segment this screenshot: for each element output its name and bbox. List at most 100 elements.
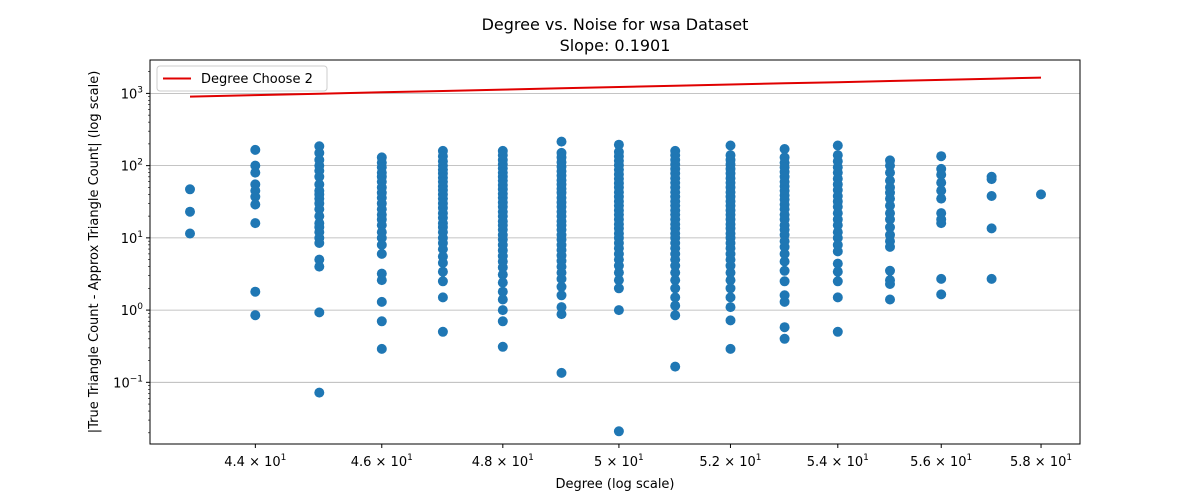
data-point bbox=[250, 167, 261, 178]
data-point bbox=[885, 160, 895, 171]
data-point bbox=[613, 267, 624, 278]
data-point bbox=[986, 273, 997, 284]
x-tick-label-7: 5.8 × 101 bbox=[1010, 453, 1072, 470]
data-point bbox=[437, 266, 448, 277]
data-point bbox=[670, 283, 681, 294]
data-point bbox=[376, 232, 387, 243]
data-point bbox=[779, 256, 790, 267]
data-point bbox=[314, 211, 325, 222]
data-point bbox=[936, 169, 947, 180]
data-point bbox=[725, 267, 736, 278]
x-tick-label-6: 5.6 × 101 bbox=[910, 453, 972, 470]
data-point bbox=[885, 222, 895, 233]
data-point bbox=[314, 204, 325, 215]
data-point bbox=[986, 191, 997, 201]
data-point bbox=[670, 361, 681, 372]
data-point bbox=[725, 140, 736, 151]
x-axis-ticks: 4.4 × 101 4.6 × 101 4.8 × 101 5 × 101 5.2 × … bbox=[224, 444, 1072, 470]
data-point bbox=[779, 248, 790, 259]
chart-title: Degree vs. Noise for wsa Dataset bbox=[482, 15, 749, 34]
data-point bbox=[936, 193, 947, 204]
data-point bbox=[250, 199, 261, 210]
y-tick-label-3: 102 bbox=[121, 158, 143, 175]
data-point bbox=[437, 276, 448, 287]
data-point bbox=[556, 309, 567, 320]
y-axis-label: |True Triangle Count - Approx Triangle C… bbox=[87, 71, 102, 434]
legend-box bbox=[156, 65, 328, 92]
data-point bbox=[725, 302, 736, 313]
data-point bbox=[936, 185, 947, 196]
data-point bbox=[885, 200, 895, 211]
data-point bbox=[497, 341, 508, 352]
data-point bbox=[779, 144, 790, 154]
data-point bbox=[986, 174, 997, 185]
data-point bbox=[437, 326, 448, 337]
scatter-points bbox=[185, 136, 1046, 437]
data-point bbox=[185, 184, 195, 195]
data-point bbox=[250, 218, 261, 229]
y-tick-label-1: 100 bbox=[121, 302, 144, 319]
legend: Degree Choose 2 bbox=[156, 65, 328, 92]
data-point bbox=[832, 326, 843, 337]
data-point bbox=[497, 262, 508, 273]
data-point bbox=[314, 254, 325, 265]
x-tick-label-1: 4.6 × 101 bbox=[351, 453, 413, 470]
data-point bbox=[376, 316, 387, 327]
data-point bbox=[185, 206, 195, 217]
data-point bbox=[250, 144, 261, 155]
data-point bbox=[314, 147, 325, 158]
data-point bbox=[250, 310, 261, 321]
data-point bbox=[613, 283, 624, 294]
data-point bbox=[314, 171, 325, 182]
data-point bbox=[376, 248, 387, 259]
data-point bbox=[556, 281, 567, 292]
data-point bbox=[832, 232, 843, 243]
data-point bbox=[936, 218, 947, 229]
data-point bbox=[556, 302, 567, 313]
data-point bbox=[250, 286, 261, 297]
data-point bbox=[725, 283, 736, 294]
data-point bbox=[613, 275, 624, 286]
data-point bbox=[832, 140, 843, 151]
data-point bbox=[885, 294, 895, 305]
plot-frame bbox=[149, 59, 1081, 445]
data-point bbox=[885, 214, 895, 225]
data-point bbox=[556, 136, 567, 147]
x-tick-label-0: 4.4 × 101 bbox=[224, 453, 286, 470]
data-point bbox=[613, 305, 624, 316]
data-point bbox=[885, 241, 895, 252]
x-tick-label-4: 5.2 × 101 bbox=[699, 453, 761, 470]
y-tick-label-0: 10−1 bbox=[113, 374, 143, 391]
data-point bbox=[936, 273, 947, 284]
data-point bbox=[832, 266, 843, 277]
data-point bbox=[497, 286, 508, 297]
data-point bbox=[885, 265, 895, 276]
degree-choose-2-line bbox=[189, 76, 1042, 98]
data-point bbox=[986, 223, 997, 234]
data-point bbox=[376, 343, 387, 354]
x-tick-label-2: 4.8 × 101 bbox=[472, 453, 534, 470]
y-tick-label-2: 101 bbox=[121, 230, 143, 247]
data-point bbox=[779, 322, 790, 333]
data-point bbox=[779, 333, 790, 344]
data-point bbox=[779, 241, 790, 252]
data-point bbox=[670, 267, 681, 278]
data-point bbox=[1036, 189, 1046, 200]
data-point bbox=[314, 238, 325, 248]
data-point bbox=[670, 310, 681, 321]
data-point bbox=[885, 167, 895, 178]
data-point bbox=[725, 275, 736, 286]
data-point bbox=[437, 292, 448, 303]
data-point bbox=[832, 220, 843, 231]
data-point bbox=[725, 343, 736, 354]
data-point bbox=[437, 257, 448, 268]
data-point bbox=[250, 191, 261, 202]
data-point bbox=[497, 269, 508, 280]
data-point bbox=[314, 387, 325, 398]
y-tick-label-4: 103 bbox=[121, 85, 143, 102]
data-point bbox=[885, 193, 895, 204]
data-point bbox=[497, 277, 508, 288]
x-axis-label: Degree (log scale) bbox=[555, 477, 674, 492]
data-point bbox=[832, 276, 843, 287]
data-point bbox=[779, 296, 790, 307]
